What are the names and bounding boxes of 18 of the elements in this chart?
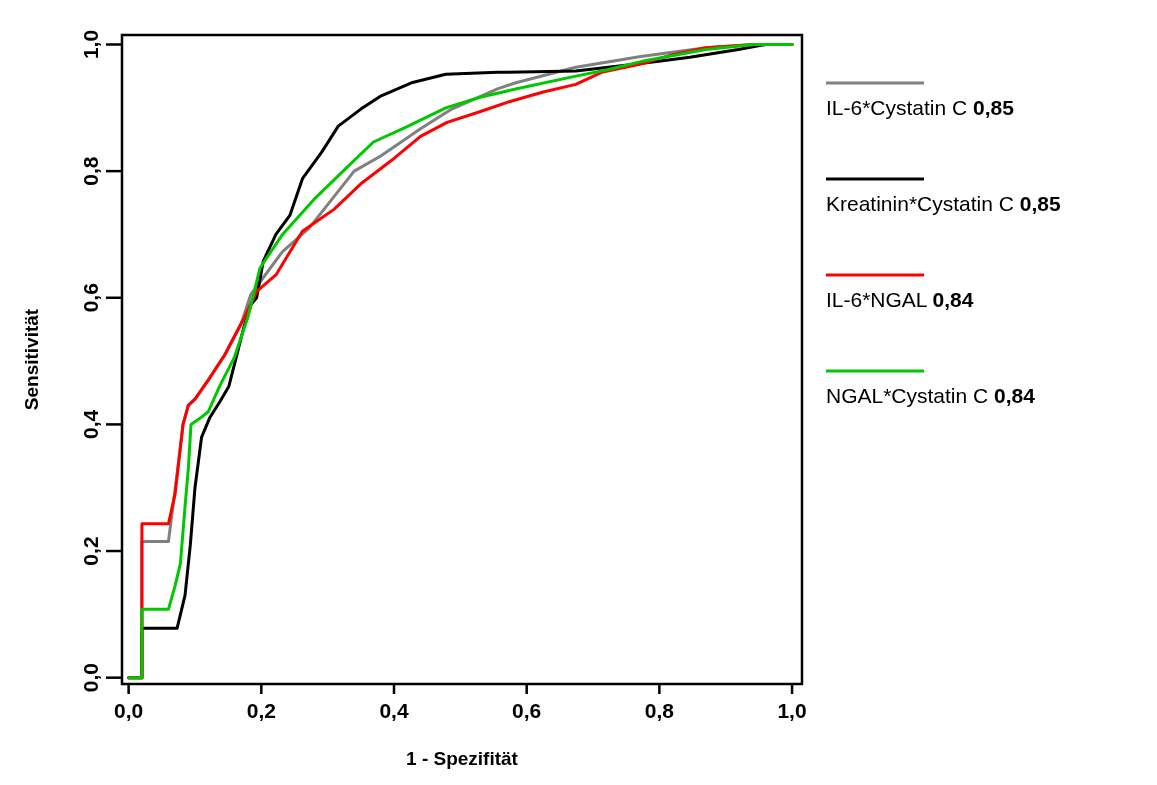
legend-label: IL-6*NGAL 0,84 bbox=[826, 288, 974, 311]
y-tick-label: 0,4 bbox=[79, 409, 102, 439]
x-tick-label: 1,0 bbox=[777, 699, 807, 722]
x-tick-label: 0,2 bbox=[246, 699, 276, 722]
x-tick-label: 0,4 bbox=[379, 699, 409, 722]
x-axis-title: 1 - Spezifität bbox=[406, 748, 519, 769]
x-tick-label: 0,6 bbox=[512, 699, 542, 722]
y-tick-label: 1,0 bbox=[79, 29, 102, 60]
y-tick-label: 0,0 bbox=[79, 663, 102, 693]
legend-label: IL-6*Cystatin C 0,85 bbox=[826, 96, 1015, 119]
y-tick-label: 0,8 bbox=[79, 156, 102, 186]
legend-label: Kreatinin*Cystatin C 0,85 bbox=[826, 192, 1061, 215]
x-tick-label: 0,8 bbox=[644, 699, 675, 722]
legend-label: NGAL*Cystatin C 0,84 bbox=[826, 384, 1036, 407]
y-axis-title: Sensitivität bbox=[21, 308, 42, 411]
y-tick-label: 0,2 bbox=[79, 536, 102, 566]
y-tick-label: 0,6 bbox=[79, 283, 102, 313]
x-tick-label: 0,0 bbox=[114, 699, 144, 722]
